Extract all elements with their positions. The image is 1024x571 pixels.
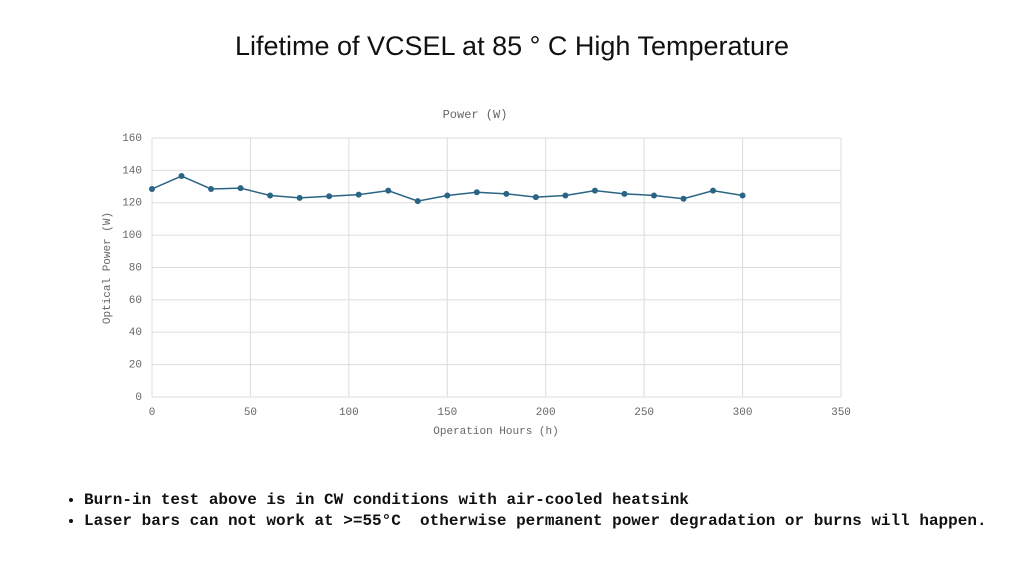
x-tick-label: 50 xyxy=(244,407,257,419)
y-tick-label: 120 xyxy=(122,198,142,210)
point xyxy=(532,194,539,201)
point xyxy=(503,190,510,197)
point xyxy=(237,185,244,192)
point xyxy=(650,192,657,199)
point xyxy=(208,185,215,192)
chart-title: Power (W) xyxy=(443,108,508,122)
bullet: Burn-in test above is in CW conditions w… xyxy=(84,490,1009,511)
point xyxy=(473,189,480,196)
point xyxy=(355,191,362,198)
x-tick-label: 300 xyxy=(733,407,753,419)
point xyxy=(444,192,451,199)
chart: Lifetime of VCSEL at 85 ° C High Tempera… xyxy=(102,31,851,438)
y-tick-label: 20 xyxy=(129,360,142,372)
y-tick-label: 140 xyxy=(122,165,142,177)
y-tick-label: 60 xyxy=(129,295,142,307)
point xyxy=(621,190,628,197)
y-tick-label: 100 xyxy=(122,230,142,242)
y-tick-label: 40 xyxy=(129,327,142,339)
point xyxy=(739,192,746,199)
x-tick-label: 200 xyxy=(536,407,556,419)
point xyxy=(591,187,598,194)
x-tick-label: 100 xyxy=(339,407,359,419)
x-tick-label: 350 xyxy=(831,407,851,419)
x-axis-label: Operation Hours (h) xyxy=(433,426,558,438)
y-tick-label: 0 xyxy=(135,392,142,404)
x-tick-label: 250 xyxy=(634,407,654,419)
y-axis-label: Optical Power (W) xyxy=(102,212,114,324)
x-tick-label: 150 xyxy=(437,407,457,419)
point xyxy=(149,185,155,192)
bullet: Laser bars can not work at >=55°C otherw… xyxy=(84,511,1009,532)
point xyxy=(178,173,185,180)
point xyxy=(414,198,421,205)
point xyxy=(267,192,274,199)
slide-title: Lifetime of VCSEL at 85 ° C High Tempera… xyxy=(235,31,789,61)
x-tick-label: 0 xyxy=(149,407,156,419)
point xyxy=(710,187,717,194)
y-tick-label: 80 xyxy=(129,262,142,274)
point xyxy=(385,187,392,194)
point xyxy=(680,195,687,202)
point xyxy=(326,193,333,200)
bullet-list: Burn-in test above is in CW conditions w… xyxy=(52,490,1009,532)
y-tick-label: 160 xyxy=(122,133,142,145)
point xyxy=(296,194,303,201)
point xyxy=(562,192,569,199)
